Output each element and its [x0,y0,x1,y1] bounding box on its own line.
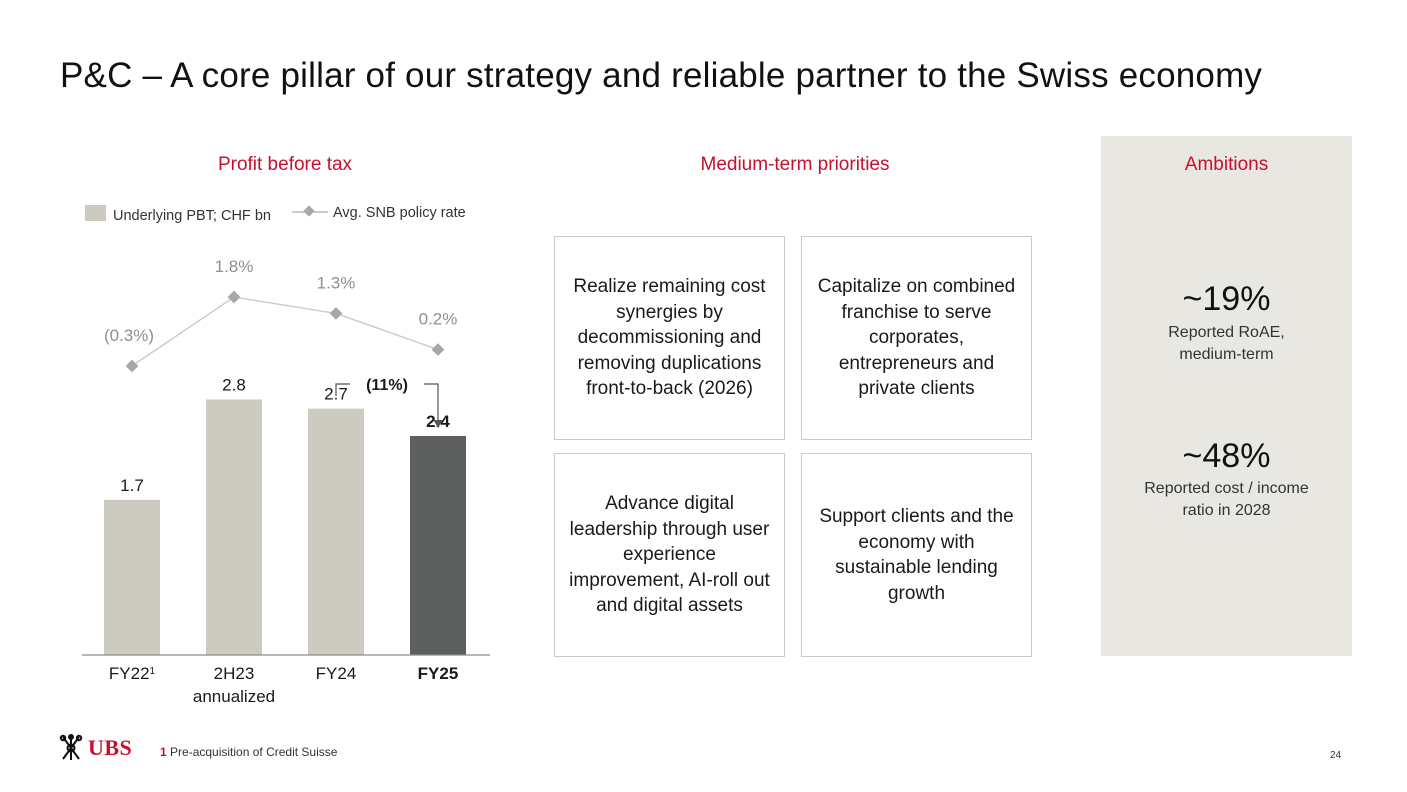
footnote-number: 1 [160,745,167,759]
legend-line-label: Avg. SNB policy rate [333,205,466,221]
ambition-roae-label: Reported RoAE, medium-term [1168,324,1285,363]
category-label-4: FY25 [418,664,459,683]
ambitions-section-heading: Ambitions [1184,154,1269,175]
policy-rate-label-4: 0.2% [419,310,458,329]
bar-2 [206,399,262,655]
ubs-logo: UBS [58,734,132,762]
profit-chart: Underlying PBT; CHF bn Avg. SNB policy ra… [82,205,490,706]
page-number: 24 [1330,750,1342,761]
change-bracket-right [424,383,439,420]
policy-rate-marker-3 [329,307,343,320]
priorities-section-heading: Medium-term priorities [700,154,890,175]
priority-box-cost-synergies: Realize remaining cost synergies by deco… [554,236,785,440]
bar-3 [308,408,364,655]
legend-bar-swatch [85,205,106,221]
profit-section-heading: Profit before tax [217,154,353,175]
bar-value-label-1: 1.7 [120,476,144,495]
bar-value-label-2: 2.8 [222,376,246,395]
ambition-roae-value: ~19% [1182,280,1271,318]
priority-box-digital: Advance digital leadership through user … [554,453,785,657]
legend-line-marker [303,205,315,217]
ubs-logo-text: UBS [88,735,133,760]
legend-bar-label: Underlying PBT; CHF bn [113,208,271,224]
footnote-text: Pre-acquisition of Credit Suisse [170,745,338,759]
priority-box-franchise: Capitalize on combined franchise to serv… [801,236,1032,440]
bar-1 [104,499,160,655]
change-arrow-head [433,420,443,428]
page-title: P&C – A core pillar of our strategy and … [60,56,1263,95]
priority-box-lending: Support clients and the economy with sus… [801,453,1032,657]
policy-rate-marker-4 [431,343,445,356]
policy-rate-marker-1 [125,359,139,373]
ambition-cost-income-label: Reported cost / income ratio in 2028 [1144,480,1309,519]
footnote: 1 Pre-acquisition of Credit Suisse [160,745,337,759]
policy-rate-label-3: 1.3% [317,273,356,292]
policy-rate-label-2: 1.8% [215,257,254,276]
ubs-keys-icon [59,734,83,760]
bar-4 [410,436,466,655]
category-label-1: FY221 [109,664,156,683]
policy-rate-line [131,296,439,367]
policy-rate-label-1: (0.3%) [104,326,154,345]
change-annotation-label: (11%) [366,377,408,394]
category-footnote-marker: 1 [150,666,156,677]
policy-rate-marker-2 [227,290,241,304]
change-bracket-left [335,383,350,396]
ambition-cost-income-value: ~48% [1182,437,1271,475]
category-label-3: FY24 [316,664,357,683]
ambitions-panel [1101,136,1352,656]
category-label-2-line-2: annualized [193,687,275,706]
category-label-2: 2H23 [214,664,255,683]
